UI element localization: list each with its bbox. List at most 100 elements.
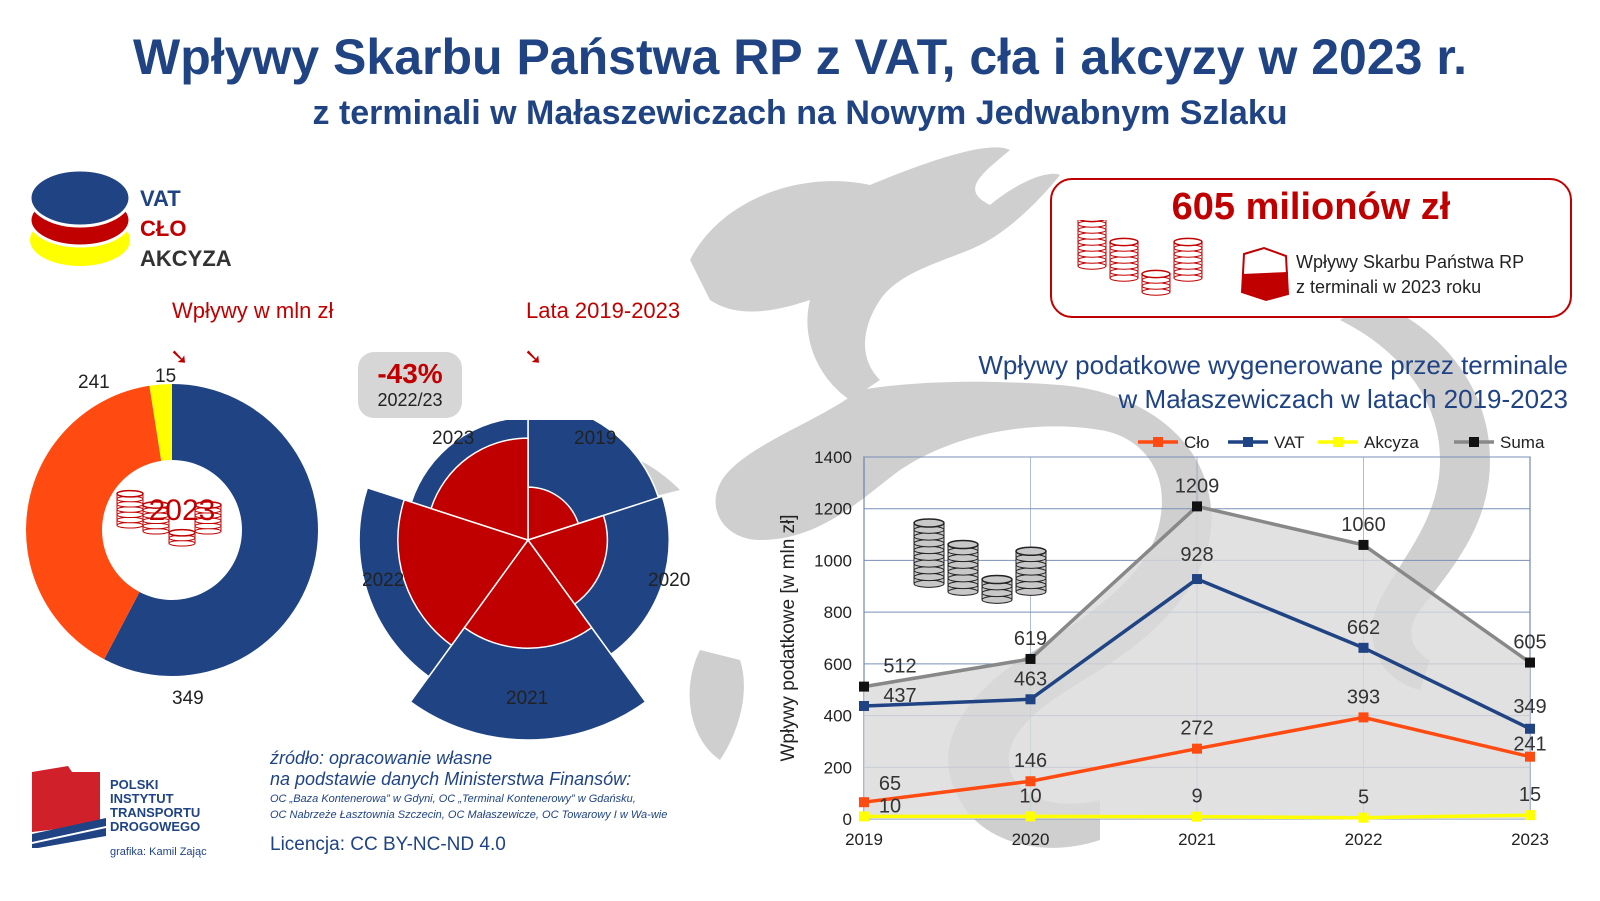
- y-tick-label: 0: [843, 810, 852, 829]
- y-tick-label: 200: [824, 758, 852, 777]
- y-axis-label: Wpływy podatkowe [w mln zł]: [778, 514, 799, 761]
- data-label-vat: 928: [1180, 544, 1213, 566]
- y-tick-label: 1400: [814, 448, 852, 467]
- y-tick-label: 600: [824, 655, 852, 674]
- point-vat-2023: [1525, 723, 1535, 734]
- data-label-akcyza: 5: [1358, 787, 1369, 809]
- source-line2: na podstawie danych Ministerstwa Finansó…: [270, 769, 632, 789]
- polar-label-2022: 2022: [362, 570, 405, 591]
- data-label-suma: 512: [883, 656, 916, 678]
- legend-marker: [1333, 437, 1343, 447]
- point-suma-2019: [859, 681, 869, 692]
- point-akcyza-2022: [1358, 812, 1369, 823]
- legend-akcyza-label: AKCYZA: [140, 246, 232, 271]
- x-tick-label: 2023: [1511, 830, 1549, 849]
- legend-marker: [1243, 437, 1253, 447]
- coin-stack: [913, 518, 945, 588]
- data-label-vat: 463: [1014, 668, 1047, 690]
- data-label-cło: 393: [1347, 686, 1380, 708]
- data-label-cło: 146: [1014, 750, 1047, 772]
- page-subtitle: z terminali w Małaszewiczach na Nowym Je…: [312, 94, 1288, 132]
- coin-stack: [947, 539, 979, 596]
- point-vat-2019: [859, 701, 869, 712]
- badge-years: 2022/23: [377, 390, 443, 410]
- data-label-akcyza: 10: [1019, 785, 1041, 807]
- donut-slice-vat: [104, 384, 318, 676]
- donut-slice-clo: [25, 385, 162, 660]
- total-amount: 605 milionów zł: [1171, 186, 1451, 228]
- point-suma-2020: [1025, 653, 1036, 664]
- point-akcyza-2021: [1192, 811, 1202, 822]
- coin-stack: [1015, 546, 1047, 596]
- graphic-credit: grafika: Kamil Zając: [110, 846, 207, 858]
- source-line1: źródło: opracowanie własne: [270, 748, 493, 768]
- data-label-vat: 349: [1513, 696, 1546, 718]
- point-cło-2023: [1525, 751, 1535, 762]
- polar-label-2020: 2020: [648, 570, 691, 591]
- total-info-box: 605 milionów zł Wpływy Skarbu Państwa RP…: [1050, 178, 1572, 318]
- logo-line3: TRANSPORTU: [110, 805, 201, 820]
- legend-label-akcyza: Akcyza: [1364, 433, 1419, 452]
- data-label-akcyza: 15: [1519, 784, 1541, 806]
- logo-line2: INSTYTUT: [110, 791, 174, 806]
- logo-line1: POLSKI: [110, 777, 159, 792]
- data-label-cło: 241: [1513, 734, 1546, 756]
- coin-stack: [142, 501, 170, 535]
- polar-clo-2019: [527, 486, 580, 542]
- polar-clo-2022: [397, 498, 530, 647]
- polar-label-2021: 2021: [506, 688, 549, 709]
- point-suma-2022: [1358, 539, 1369, 550]
- source-line4: OC Nabrzeże Łasztownia Szczecin, OC Mała…: [270, 809, 668, 821]
- data-label-vat: 437: [883, 685, 916, 707]
- line-chart-title-line1: Wpływy podatkowe wygenerowane przez term…: [978, 350, 1568, 380]
- legend-vat-label: VAT: [140, 186, 181, 211]
- pitd-logo-icon: [32, 766, 106, 848]
- arrow-down-left-icon: ➘: [170, 344, 189, 369]
- legend-label-vat: VAT: [1274, 433, 1305, 452]
- data-label-suma: 619: [1014, 628, 1047, 650]
- change-badge: -43% 2022/23: [358, 352, 462, 418]
- point-cło-2020: [1025, 776, 1036, 787]
- point-vat-2022: [1358, 642, 1369, 653]
- coin-stack: [1141, 269, 1171, 296]
- polar-clo-2021: [463, 538, 593, 650]
- point-akcyza-2020: [1025, 811, 1036, 822]
- point-cło-2019: [859, 797, 869, 808]
- arrow-down-left-icon: ➘: [524, 344, 543, 369]
- y-tick-label: 1000: [814, 551, 852, 570]
- y-tick-label: 800: [824, 603, 852, 622]
- point-cło-2021: [1192, 743, 1202, 754]
- license-text: Licencja: CC BY-NC-ND 4.0: [270, 834, 506, 855]
- y-tick-label: 400: [824, 707, 852, 726]
- x-tick-label: 2020: [1012, 830, 1050, 849]
- x-tick-label: 2019: [845, 830, 883, 849]
- data-label-cło: 65: [879, 773, 901, 795]
- coin-stack: [168, 528, 196, 547]
- donut-label-clo: 241: [78, 372, 110, 393]
- point-vat-2021: [1192, 574, 1202, 585]
- donut-center-year: 2023: [149, 494, 216, 527]
- polar-clo-2023: [430, 437, 529, 542]
- polar-label-2019: 2019: [574, 428, 617, 449]
- coins-icon: [913, 518, 1047, 604]
- legend-marker: [1153, 437, 1163, 447]
- point-suma-2021: [1192, 501, 1202, 512]
- coin-stack: [116, 489, 144, 529]
- x-tick-label: 2022: [1345, 830, 1383, 849]
- donut-slice-akcyza: [149, 384, 172, 461]
- info-desc-line1: Wpływy Skarbu Państwa RP: [1296, 252, 1525, 272]
- coin-stack: [981, 574, 1013, 604]
- coins-icon: [1077, 220, 1203, 296]
- data-label-vat: 662: [1347, 617, 1380, 639]
- point-suma-2023: [1525, 657, 1535, 668]
- coin-stack: [1109, 237, 1139, 282]
- polar-label-2023: 2023: [432, 428, 475, 449]
- donut-label-akcyza: 15: [155, 366, 177, 387]
- data-label-akcyza: 9: [1191, 786, 1202, 808]
- coin-stack: [194, 501, 222, 535]
- coins-icon: [116, 489, 222, 547]
- line-chart-title-line2: w Małaszewiczach w latach 2019-2023: [1118, 384, 1568, 414]
- x-tick-label: 2021: [1178, 830, 1216, 849]
- legend-marker: [1469, 437, 1479, 447]
- page-title: Wpływy Skarbu Państwa RP z VAT, cła i ak…: [133, 29, 1467, 85]
